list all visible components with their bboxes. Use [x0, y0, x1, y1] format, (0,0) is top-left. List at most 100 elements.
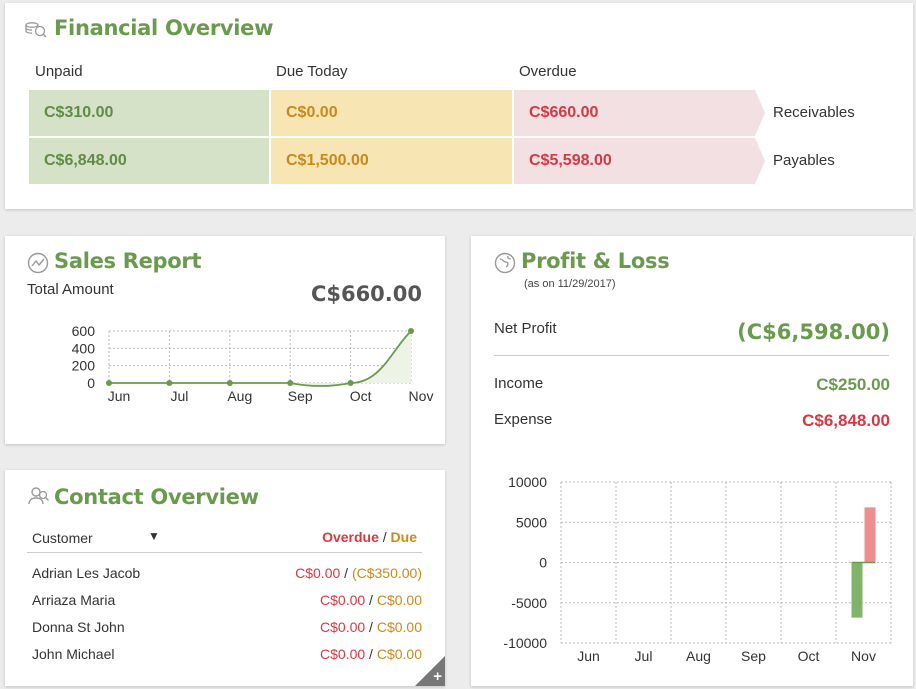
y-tick-label: 5000 [516, 514, 547, 530]
amount-separator: / [340, 565, 352, 581]
net-profit-label: Net Profit [494, 320, 557, 337]
receivables-due-today[interactable]: C$0.00 [271, 90, 512, 136]
receivables-overdue[interactable]: C$660.00 [514, 90, 765, 136]
payables-due-today[interactable]: C$1,500.00 [271, 138, 512, 184]
expense-label: Expense [494, 411, 553, 428]
contact-overdue-amount: C$0.00 [295, 565, 341, 581]
contact-row[interactable]: Arriaza Maria C$0.00 / C$0.00 [27, 591, 422, 613]
x-tick-label: Jun [108, 388, 131, 404]
sales-data-point [106, 380, 112, 386]
contact-amounts: C$0.00 / C$0.00 [320, 592, 422, 608]
x-tick-label: Jun [577, 648, 600, 664]
contact-name[interactable]: Adrian Les Jacob [32, 565, 141, 581]
y-tick-label: 400 [72, 340, 96, 356]
payables-label: Payables [773, 152, 835, 169]
header-divider [27, 552, 422, 553]
x-tick-label: Nov [409, 388, 434, 404]
sales-report-title: Sales Report [54, 249, 202, 273]
sales-data-point [226, 380, 233, 386]
coins-icon [25, 22, 47, 38]
x-tick-label: Aug [686, 648, 711, 664]
x-tick-label: Oct [350, 388, 372, 404]
x-tick-label: Aug [227, 388, 252, 404]
contact-row[interactable]: Donna St John C$0.00 / C$0.00 [27, 618, 422, 640]
y-tick-label: 0 [539, 555, 547, 571]
contact-overdue-amount: C$0.00 [320, 592, 366, 608]
x-tick-label: Nov [851, 648, 876, 664]
receivables-overdue-value: C$660.00 [529, 104, 599, 121]
contact-overdue-amount: C$0.00 [320, 646, 366, 662]
sales-data-point [287, 380, 294, 386]
contacts-icon [28, 487, 50, 505]
y-tick-label: 600 [72, 323, 96, 339]
profit-loss-card: Profit & Loss (as on 11/29/2017) Net Pro… [471, 236, 913, 686]
contact-name[interactable]: John Michael [32, 646, 115, 662]
sales-area-fill [109, 331, 411, 386]
y-tick-label: 10000 [508, 474, 547, 490]
due-header: Due [390, 529, 417, 545]
header-separator: / [382, 529, 387, 545]
line-chart-icon [27, 252, 49, 274]
sales-series-line [109, 330, 412, 387]
amount-separator: / [365, 619, 377, 635]
contact-row[interactable]: Adrian Les Jacob C$0.00 / (C$350.00) [27, 564, 422, 586]
customer-column-header[interactable]: Customer [32, 530, 93, 546]
contact-due-amount: C$0.00 [376, 619, 422, 635]
x-tick-label: Jul [635, 648, 653, 664]
sales-data-point [408, 328, 414, 334]
receivables-label: Receivables [773, 104, 855, 121]
x-tick-label: Sep [288, 388, 313, 404]
net-profit-divider [494, 355, 889, 356]
overdue-header: Overdue [322, 529, 379, 545]
amount-separator: / [365, 646, 377, 662]
total-amount-value: C$660.00 [310, 282, 422, 306]
sales-report-card: Sales Report Total Amount C$660.00 0 200 4… [5, 236, 445, 444]
payables-due-today-value: C$1,500.00 [286, 152, 369, 169]
contact-name[interactable]: Arriaza Maria [32, 592, 116, 608]
contact-row[interactable]: John Michael C$0.00 / C$0.00 [27, 645, 422, 667]
overdue-due-header: Overdue / Due [322, 529, 417, 545]
x-tick-label: Oct [798, 648, 820, 664]
contact-due-amount: (C$350.00) [351, 565, 422, 581]
contact-due-amount: C$0.00 [376, 592, 422, 608]
y-tick-label: 200 [72, 358, 96, 374]
income-label: Income [494, 375, 544, 392]
income-value: C$250.00 [816, 375, 890, 394]
y-tick-label: 0 [87, 375, 95, 391]
plus-icon[interactable]: + [433, 668, 442, 685]
contact-name[interactable]: Donna St John [32, 619, 125, 635]
y-tick-label: -10000 [503, 635, 547, 651]
payables-overdue[interactable]: C$5,598.00 [514, 138, 765, 184]
financial-overview-title: Financial Overview [54, 16, 274, 40]
total-amount-label: Total Amount [27, 281, 114, 298]
sales-data-point [166, 380, 173, 386]
globe-money-icon [494, 252, 516, 274]
profit-loss-bar-chart: 10000 5000 0 -5000 -10000 Jun Jul Aug Sep Oct Nov [503, 474, 892, 664]
net-profit-value: (C$6,598.00) [737, 320, 890, 344]
sales-data-point [347, 380, 354, 386]
contact-amounts: C$0.00 / C$0.00 [320, 646, 422, 662]
col-unpaid: Unpaid [35, 63, 83, 80]
contact-overview-title: Contact Overview [54, 485, 259, 509]
profit-loss-title: Profit & Loss [521, 249, 670, 273]
y-tick-label: -5000 [511, 595, 547, 611]
contact-amounts: C$0.00 / (C$350.00) [295, 565, 422, 581]
col-due-today: Due Today [276, 63, 348, 80]
bar [851, 562, 863, 618]
x-tick-label: Sep [741, 648, 766, 664]
payables-overdue-value: C$5,598.00 [529, 152, 612, 169]
bar [864, 507, 876, 563]
payables-unpaid-value: C$6,848.00 [44, 152, 127, 169]
contact-due-amount: C$0.00 [376, 646, 422, 662]
sort-down-icon[interactable]: ▼ [148, 529, 160, 543]
receivables-unpaid[interactable]: C$310.00 [29, 90, 269, 136]
financial-overview-card: Financial Overview Unpaid Due Today Over… [5, 3, 913, 209]
contact-overdue-amount: C$0.00 [320, 619, 366, 635]
contact-overview-card: Contact Overview Customer ▼ Overdue / Du… [5, 470, 445, 686]
receivables-due-today-value: C$0.00 [286, 104, 338, 121]
contact-amounts: C$0.00 / C$0.00 [320, 619, 422, 635]
x-tick-label: Jul [170, 388, 188, 404]
payables-unpaid[interactable]: C$6,848.00 [29, 138, 269, 184]
add-corner[interactable] [415, 656, 445, 686]
